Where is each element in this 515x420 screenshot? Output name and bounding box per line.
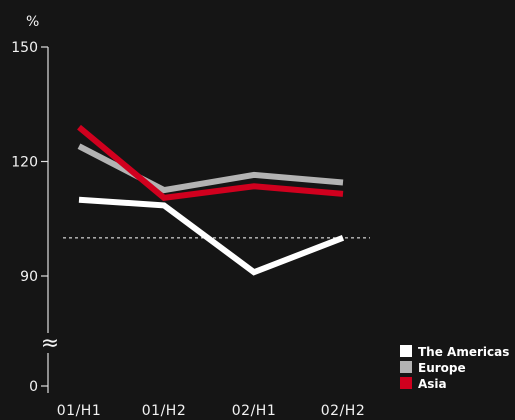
x-tick-label: 01/H1 (57, 403, 101, 419)
series-line-the-americas (78, 196, 345, 276)
legend-swatch-asia (400, 377, 412, 389)
legend-label-the-americas: The Americas (418, 345, 509, 359)
y-axis-unit-label: % (26, 14, 39, 30)
y-tick-label: 90 (20, 269, 38, 285)
x-axis-ticks: 01/H1 01/H2 02/H1 02/H2 (57, 403, 365, 419)
y-axis-ticks: 0 90 120 150 (11, 40, 48, 395)
legend-swatch-europe (400, 361, 412, 373)
x-tick-label: 02/H1 (232, 403, 276, 419)
x-tick-label: 02/H2 (321, 403, 365, 419)
series-lines (77, 124, 345, 276)
x-tick-label: 01/H2 (142, 403, 186, 419)
y-tick-label: 150 (11, 40, 38, 56)
legend-label-europe: Europe (418, 361, 466, 375)
axis-break: ≈ (40, 331, 59, 356)
axis-break-gap (40, 333, 58, 353)
series-line-asia (77, 124, 344, 201)
y-tick-label: 0 (29, 379, 38, 395)
y-tick-label: 120 (11, 155, 38, 171)
legend: The Americas Europe Asia (400, 345, 509, 391)
legend-swatch-the-americas (400, 345, 412, 357)
legend-label-asia: Asia (418, 377, 447, 391)
axis-break-icon: ≈ (41, 331, 59, 356)
series-line-europe (77, 143, 344, 194)
